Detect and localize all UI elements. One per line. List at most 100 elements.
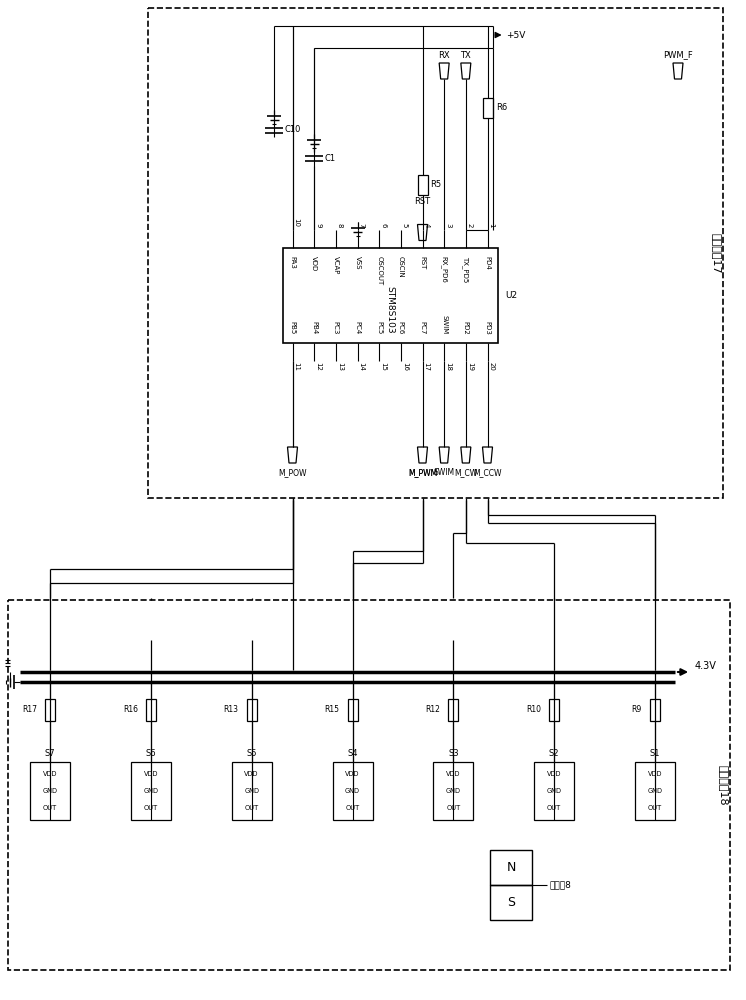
Text: OUT: OUT <box>245 805 259 811</box>
Text: 1: 1 <box>489 223 495 228</box>
Bar <box>635 762 675 820</box>
Text: OUT: OUT <box>43 805 57 811</box>
Text: 控制电路18: 控制电路18 <box>718 765 728 805</box>
Text: M_PWM: M_PWM <box>408 468 437 477</box>
Bar <box>650 699 660 721</box>
Text: 14: 14 <box>359 362 365 371</box>
Text: RST: RST <box>415 197 430 206</box>
Bar <box>418 174 427 194</box>
Text: M_CCW: M_CCW <box>473 468 502 477</box>
Text: C1: C1 <box>325 154 335 163</box>
Text: M_PWM: M_PWM <box>408 468 437 477</box>
Text: PC3: PC3 <box>333 321 339 334</box>
Text: 磁鐵桗8: 磁鐵桗8 <box>550 880 572 890</box>
Bar <box>448 699 458 721</box>
Text: VDD: VDD <box>43 771 57 777</box>
Text: N: N <box>507 861 515 874</box>
Text: VDD: VDD <box>245 771 259 777</box>
Text: GND: GND <box>143 788 158 794</box>
Text: GND: GND <box>345 788 360 794</box>
Text: 8: 8 <box>337 223 343 228</box>
Text: M_POW: M_POW <box>278 468 307 477</box>
Text: RST: RST <box>419 255 425 269</box>
Text: S5: S5 <box>246 750 257 758</box>
Bar <box>283 247 498 342</box>
Text: R13: R13 <box>224 706 239 714</box>
Text: 9: 9 <box>315 223 322 228</box>
Text: 控制电路17: 控制电路17 <box>711 233 721 273</box>
Bar <box>483 98 493 118</box>
Bar <box>148 8 723 498</box>
Text: GND: GND <box>446 788 461 794</box>
Text: RX: RX <box>439 50 450 60</box>
Text: PWM_F: PWM_F <box>663 50 693 60</box>
Text: PC6: PC6 <box>398 321 404 334</box>
Text: SWIM: SWIM <box>433 468 455 477</box>
Bar <box>247 699 257 721</box>
Text: OSCOUT: OSCOUT <box>376 255 382 285</box>
Text: C10: C10 <box>284 125 301 134</box>
Text: SWIM: SWIM <box>441 315 447 334</box>
Text: 17: 17 <box>424 362 430 371</box>
Text: M_CW: M_CW <box>454 468 477 477</box>
Text: GND: GND <box>244 788 259 794</box>
Text: VDD: VDD <box>648 771 662 777</box>
Text: R12: R12 <box>425 706 440 714</box>
Text: 15: 15 <box>380 362 386 371</box>
Text: VDD: VDD <box>446 771 460 777</box>
Text: 13: 13 <box>337 362 343 371</box>
Text: S7: S7 <box>45 750 55 758</box>
Text: VDD: VDD <box>345 771 360 777</box>
Text: OUT: OUT <box>144 805 158 811</box>
Bar <box>348 699 357 721</box>
Text: 6: 6 <box>380 223 386 228</box>
Text: R6: R6 <box>496 104 507 112</box>
Text: 3: 3 <box>445 223 451 228</box>
Text: 12: 12 <box>315 362 322 371</box>
Text: OUT: OUT <box>345 805 360 811</box>
Text: S3: S3 <box>448 750 459 758</box>
Text: R10: R10 <box>526 706 541 714</box>
Text: S4: S4 <box>347 750 358 758</box>
Text: TX: TX <box>460 50 471 60</box>
Text: OSCIN: OSCIN <box>398 255 404 277</box>
Text: R5: R5 <box>430 180 442 189</box>
Text: 20: 20 <box>489 362 495 371</box>
Text: PC7: PC7 <box>419 321 425 334</box>
Text: PD3: PD3 <box>484 321 491 334</box>
Text: 2: 2 <box>467 223 473 228</box>
Text: R17: R17 <box>22 706 37 714</box>
Text: 19: 19 <box>467 362 473 371</box>
Text: R15: R15 <box>325 706 339 714</box>
Text: PC4: PC4 <box>354 321 360 334</box>
Text: 7: 7 <box>359 223 365 228</box>
Bar <box>333 762 372 820</box>
Text: PC5: PC5 <box>376 321 382 334</box>
Text: 5: 5 <box>402 223 408 228</box>
Text: PB5: PB5 <box>289 321 295 334</box>
Text: S6: S6 <box>145 750 156 758</box>
Text: R9: R9 <box>632 706 642 714</box>
Text: OUT: OUT <box>547 805 561 811</box>
Text: VDD: VDD <box>547 771 562 777</box>
Text: S2: S2 <box>549 750 560 758</box>
Bar <box>45 699 55 721</box>
Text: S1: S1 <box>650 750 660 758</box>
Text: PA3: PA3 <box>289 255 295 268</box>
Text: 10: 10 <box>293 219 299 228</box>
Bar <box>131 762 171 820</box>
Bar <box>534 762 574 820</box>
Bar <box>8 600 730 970</box>
Bar <box>433 762 473 820</box>
Text: RX_PD6: RX_PD6 <box>441 255 448 282</box>
Text: 18: 18 <box>445 362 451 371</box>
Text: VSS: VSS <box>354 255 360 269</box>
Text: PB4: PB4 <box>311 321 317 334</box>
Text: +5V: +5V <box>507 30 526 39</box>
Text: STM8S103: STM8S103 <box>386 286 395 334</box>
Text: R16: R16 <box>123 706 138 714</box>
Text: 11: 11 <box>293 362 299 371</box>
Text: GND: GND <box>547 788 562 794</box>
Bar <box>490 885 532 920</box>
Text: VCAP: VCAP <box>333 255 339 274</box>
